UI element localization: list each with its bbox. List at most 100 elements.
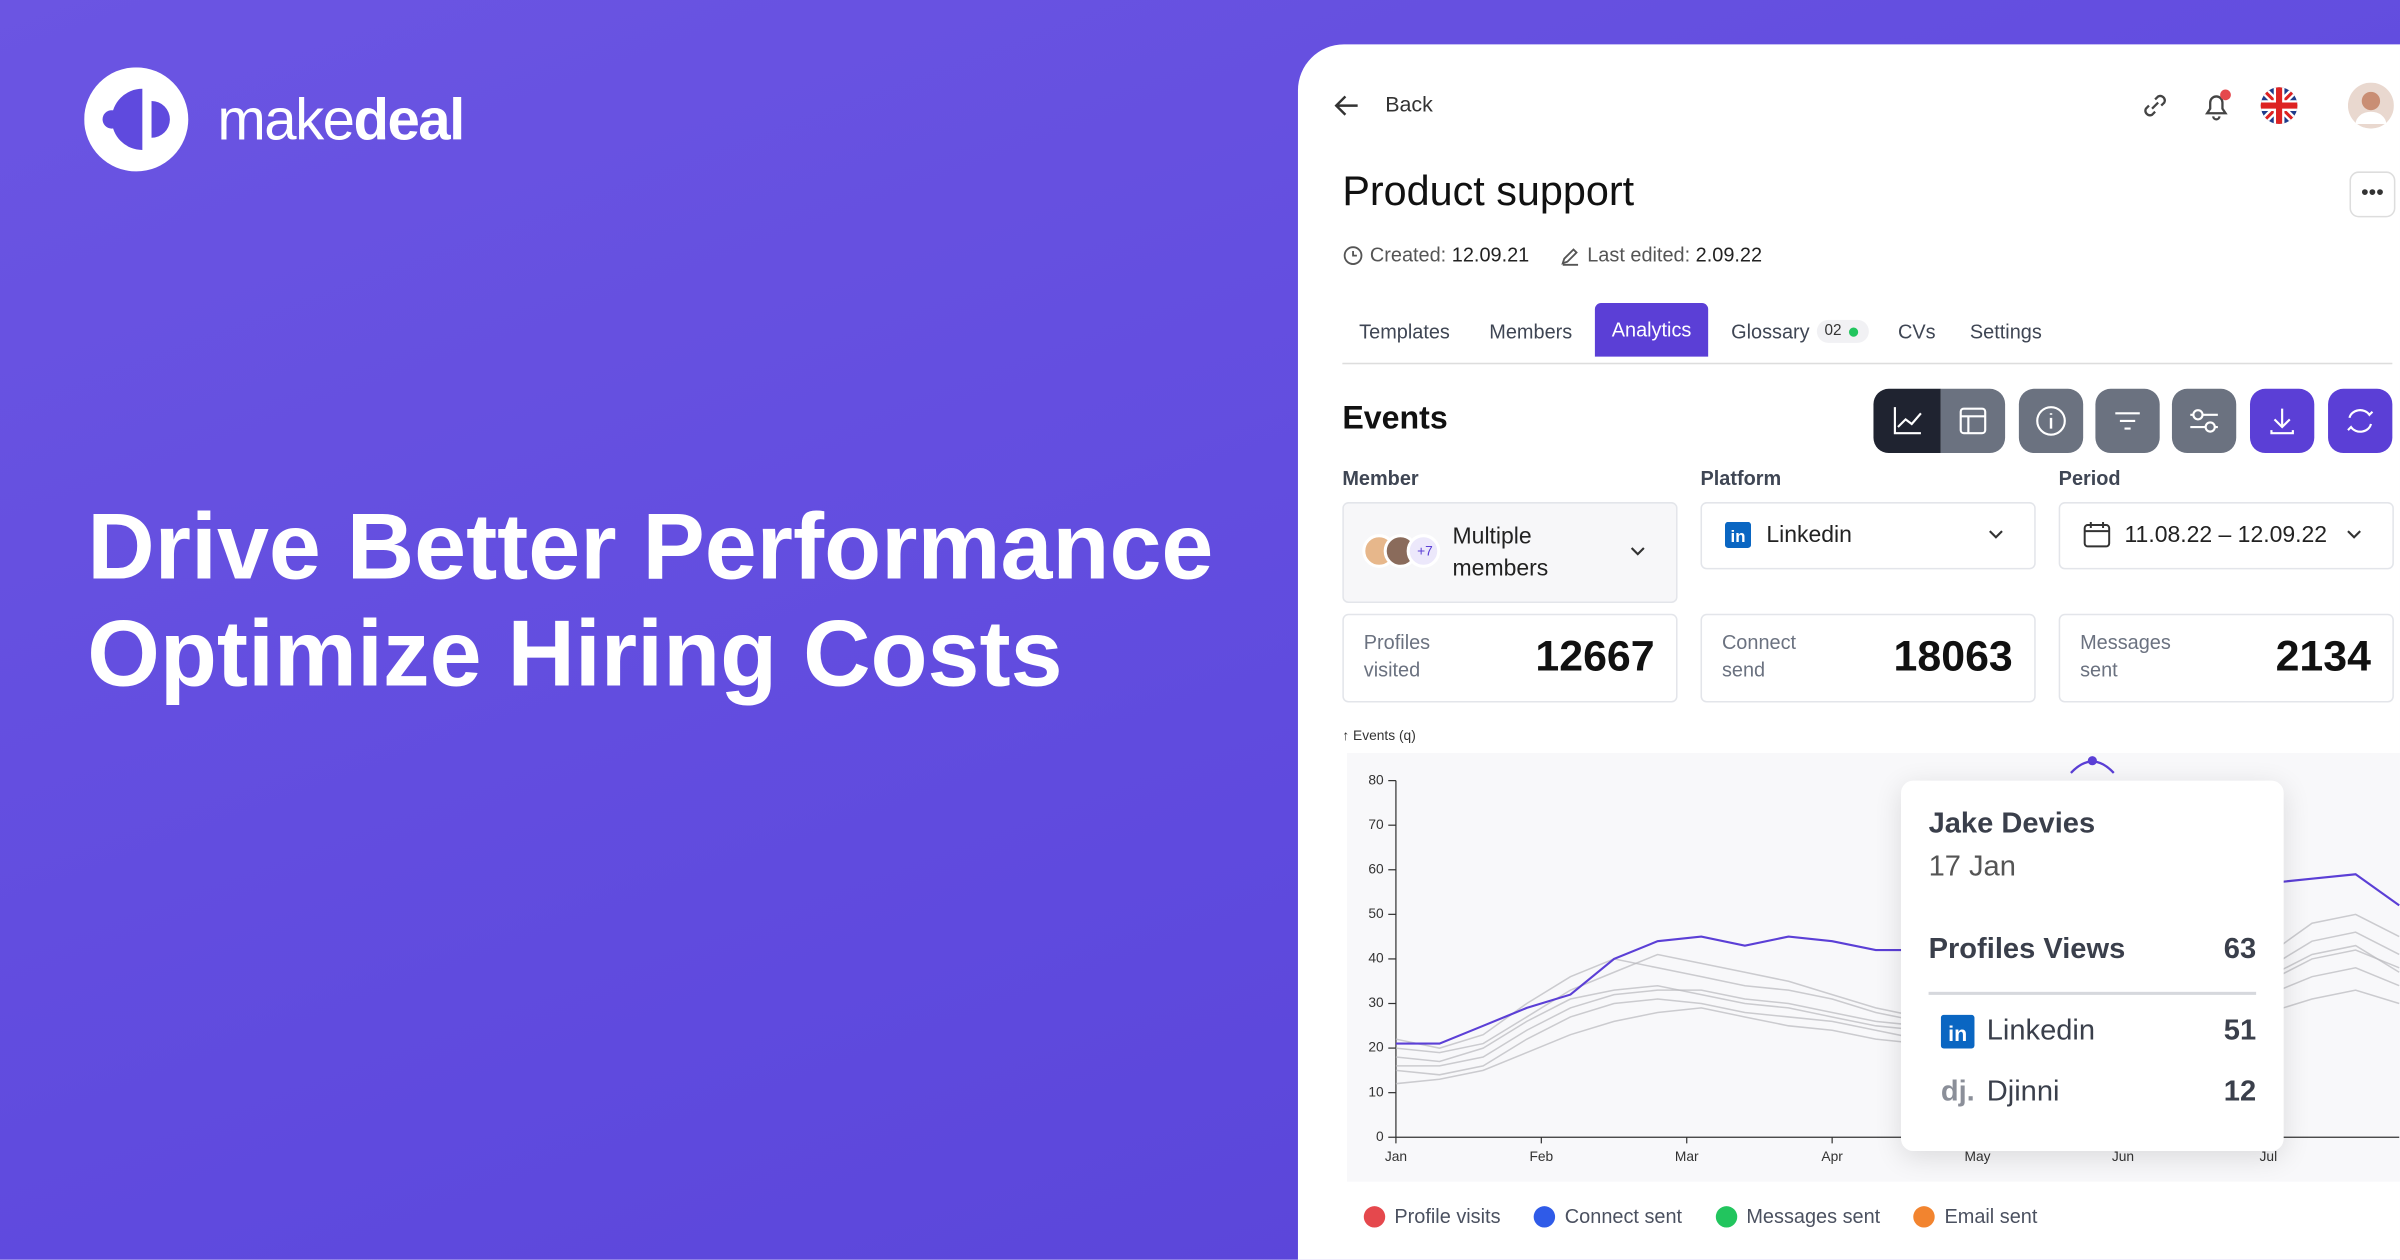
- stat-value: 2134: [2275, 632, 2371, 680]
- filter-button[interactable]: [2095, 388, 2160, 454]
- events-title: Events: [1342, 401, 1448, 437]
- avatar[interactable]: [2347, 82, 2394, 129]
- y-tick-label: 0: [1376, 1129, 1384, 1144]
- tooltip-row-name: Linkedin: [1986, 1014, 2096, 1047]
- filter-label: Period: [2058, 466, 2121, 490]
- edited-date: 2.09.22: [1695, 243, 1763, 267]
- x-tick-label: Jul: [2260, 1149, 2278, 1164]
- flag-icon[interactable]: [2259, 86, 2299, 126]
- x-tick-label: Jun: [2112, 1149, 2134, 1164]
- x-tick-label: Feb: [1529, 1149, 1553, 1164]
- stat-card: [2058, 613, 2394, 703]
- platform-value: Linkedin: [1766, 521, 1852, 548]
- tooltip-date: 17 Jan: [1928, 851, 2016, 884]
- y-tick-label: 30: [1368, 995, 1384, 1010]
- stat-label: Connect send: [1721, 630, 1797, 682]
- stat-card: [1700, 613, 2036, 703]
- table-view-button[interactable]: [1940, 388, 2006, 454]
- bell-icon[interactable]: [2198, 87, 2235, 124]
- headline: Drive Better Performance Optimize Hiring…: [87, 493, 1213, 707]
- brand-bold: deal: [353, 88, 465, 154]
- legend-label: Email sent: [1944, 1204, 2038, 1228]
- settings-button[interactable]: [2171, 388, 2237, 454]
- tooltip-metric: Profiles Views: [1928, 933, 2126, 966]
- brand: makedeal: [217, 88, 465, 155]
- tab[interactable]: Glossary: [1731, 319, 1810, 343]
- legend-dot: [1913, 1206, 1936, 1228]
- period-value: 11.08.22 – 12.09.22: [2124, 521, 2328, 548]
- edited: Last edited: 2.09.22: [1587, 243, 1762, 266]
- y-tick-label: 70: [1368, 817, 1384, 832]
- stat-value: 12667: [1535, 632, 1655, 680]
- stat-label: Profiles visited: [1363, 630, 1431, 682]
- svg-text:in: in: [1731, 527, 1746, 546]
- tab[interactable]: Members: [1489, 319, 1573, 343]
- brand-light: make: [217, 88, 355, 154]
- x-tick-label: May: [1965, 1149, 1991, 1164]
- member-avatars: [1362, 534, 1441, 568]
- tabs-divider: [1342, 362, 2393, 365]
- headline-line: Optimize Hiring Costs: [87, 601, 1063, 706]
- legend-label: Profile visits: [1394, 1204, 1501, 1228]
- edit-icon: [1561, 248, 1579, 266]
- y-tick-label: 60: [1368, 861, 1384, 876]
- x-tick-label: Apr: [1821, 1149, 1843, 1164]
- tooltip-row-value: 51: [2223, 1014, 2257, 1047]
- tooltip-row-value: 12: [2223, 1076, 2257, 1109]
- period-select[interactable]: [2058, 502, 2394, 570]
- tooltip-row-name: Djinni: [1986, 1076, 2060, 1109]
- y-tick-label: 40: [1368, 951, 1384, 966]
- member-extra: +7: [1417, 543, 1433, 559]
- chevron: [1630, 547, 1645, 556]
- info-button[interactable]: [2018, 388, 2084, 454]
- logo-icon: [84, 67, 189, 172]
- x-tick-label: Jan: [1385, 1149, 1407, 1164]
- badge-dot: [1848, 327, 1859, 337]
- stat-value: 18063: [1893, 632, 2013, 680]
- filter-label: Platform: [1700, 466, 1782, 490]
- djinni-icon: dj.: [1940, 1076, 1975, 1109]
- tab[interactable]: Templates: [1359, 319, 1450, 343]
- platform-select[interactable]: [1700, 502, 2036, 570]
- y-tick-label: 80: [1368, 772, 1384, 787]
- tooltip-pointer: [2070, 756, 2115, 774]
- headline-line: Drive Better Performance: [87, 494, 1214, 599]
- back-icon[interactable]: [1332, 90, 1363, 121]
- tab[interactable]: Settings: [1969, 319, 2042, 343]
- linkedin-icon: in: [1724, 521, 1752, 548]
- legend-dot: [1363, 1206, 1386, 1228]
- line-view-button[interactable]: [1873, 388, 1941, 454]
- calendar-icon: [2083, 521, 2111, 548]
- y-axis-label: ↑ Events (q): [1342, 728, 1415, 743]
- y-tick-label: 20: [1368, 1040, 1384, 1055]
- legend-label: Messages sent: [1746, 1204, 1881, 1228]
- edited-label: Last edited:: [1587, 243, 1691, 267]
- more-button[interactable]: •••: [2349, 171, 2396, 218]
- chevron: [1989, 530, 2003, 539]
- created-date: 12.09.21: [1451, 243, 1530, 267]
- tooltip: Jake Devies 17 Jan Profiles Views 63 in …: [1901, 780, 2284, 1152]
- tab[interactable]: CVs: [1897, 319, 1936, 343]
- tooltip-total: 63: [2223, 933, 2257, 966]
- created: Created: 12.09.21: [1370, 243, 1529, 266]
- download-button[interactable]: [2249, 388, 2315, 454]
- link-icon[interactable]: [2137, 87, 2174, 124]
- stat-label: Messages sent: [2080, 630, 2171, 682]
- back-link[interactable]: Back: [1385, 91, 1433, 117]
- stat-card: [1342, 613, 1678, 703]
- x-tick-label: Mar: [1675, 1149, 1699, 1164]
- y-tick-label: 10: [1368, 1084, 1384, 1099]
- refresh-button[interactable]: [2328, 388, 2393, 454]
- tooltip-divider: [1928, 991, 2257, 995]
- created-label: Created:: [1369, 243, 1447, 267]
- y-tick-label: 50: [1368, 906, 1384, 921]
- tab-badge: 02: [1816, 319, 1870, 343]
- tooltip-name: Jake Devies: [1928, 808, 2096, 841]
- linkedin-icon: in: [1940, 1014, 1975, 1049]
- clock-icon: [1343, 246, 1363, 265]
- chevron: [2347, 530, 2361, 539]
- legend-dot: [1715, 1206, 1738, 1228]
- tab[interactable]: Analytics: [1594, 303, 1709, 357]
